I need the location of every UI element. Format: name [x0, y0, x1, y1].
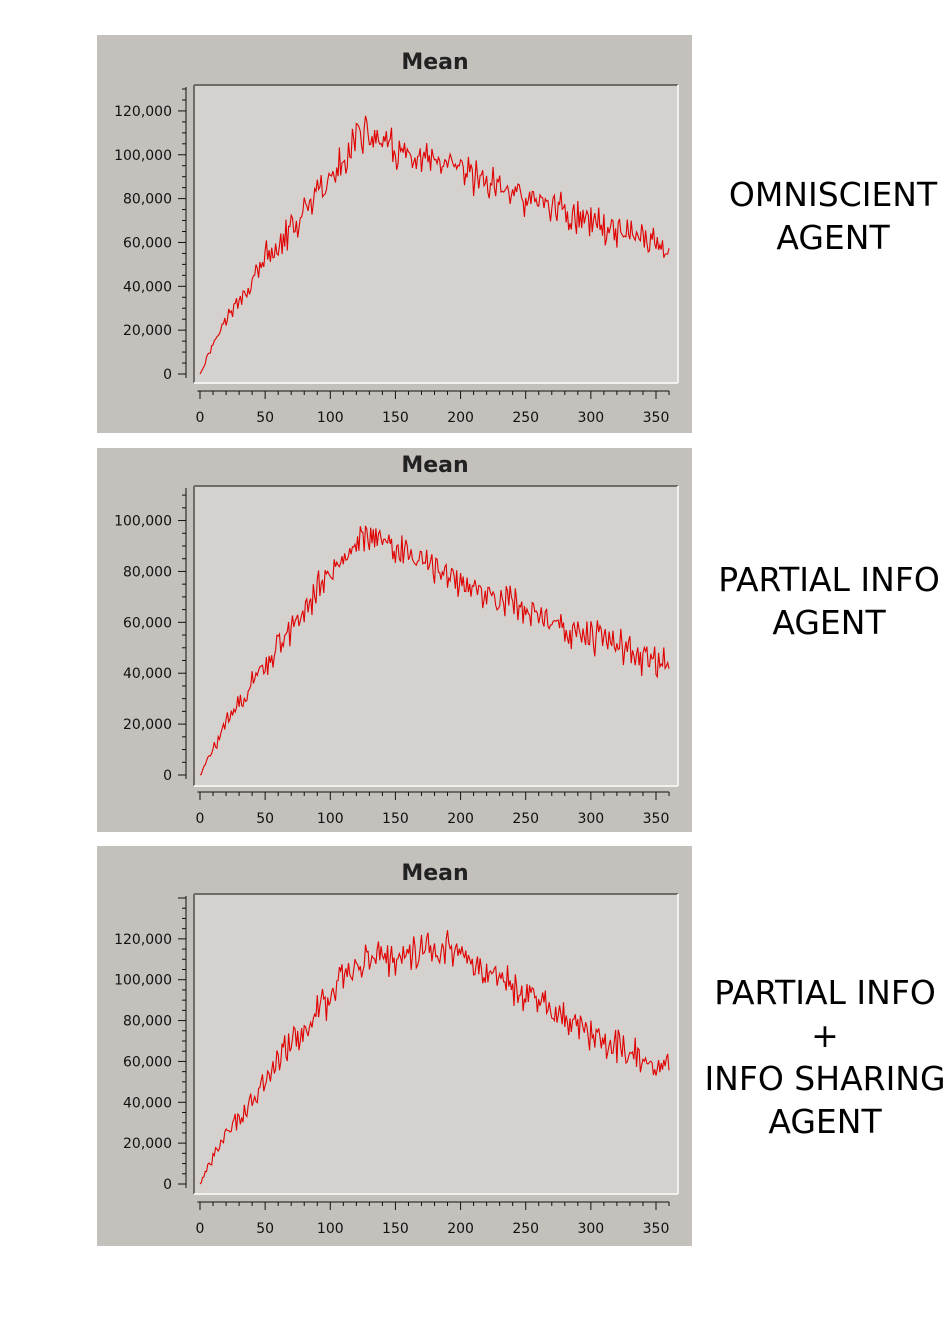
y-tick-label: 0 [163, 768, 172, 784]
chart-panel-3: Mean 0 20,000 40,000 60,000 80,000 100,000 120,… [97, 846, 692, 1246]
y-tick-label: 100,000 [114, 148, 172, 164]
y-tick-label: 80,000 [123, 1014, 172, 1030]
chart-label-1: OMNISCIENT AGENT [708, 173, 950, 259]
y-tick-label: 0 [163, 1177, 172, 1193]
chart-label-2: PARTIAL INFO AGENT [704, 558, 950, 644]
x-tick-label: 350 [643, 1221, 670, 1237]
y-tick-label: 80,000 [123, 564, 172, 580]
x-tick-label: 100 [317, 811, 344, 827]
y-tick-label: 80,000 [123, 192, 172, 208]
series-line [199, 525, 670, 776]
x-tick-label: 200 [447, 811, 474, 827]
chart-label-line: AGENT [772, 603, 886, 642]
y-tick-label: 120,000 [114, 932, 172, 948]
chart-label-line: OMNISCIENT [728, 175, 938, 214]
y-tick-label: 20,000 [123, 717, 172, 733]
plot-area [194, 894, 678, 1194]
plot-area [194, 85, 678, 383]
chart-label-line: PARTIAL INFO [718, 560, 940, 599]
x-tick-label: 100 [317, 410, 344, 426]
chart-panel-2: Mean 0 20,000 40,000 60,000 80,000 100,000 0 50 1… [97, 448, 692, 832]
chart-title: Mean [401, 50, 468, 75]
chart-label-line: PARTIAL INFO [714, 973, 936, 1012]
chart-title: Mean [401, 861, 468, 886]
y-tick-label: 0 [163, 367, 172, 383]
x-tick-label: 50 [256, 1221, 274, 1237]
series-line [199, 930, 670, 1185]
x-tick-label: 150 [382, 1221, 409, 1237]
x-tick-label: 200 [447, 1221, 474, 1237]
chart-label-line: AGENT [768, 1102, 882, 1141]
x-tick-label: 0 [196, 811, 205, 827]
x-tick-label: 350 [643, 410, 670, 426]
chart-svg-2: Mean 0 20,000 40,000 60,000 80,000 100,000 0 50 1… [114, 453, 679, 827]
y-tick-label: 20,000 [123, 323, 172, 339]
y-tick-label: 100,000 [114, 973, 172, 989]
x-tick-label: 300 [577, 1221, 604, 1237]
chart-label-3: PARTIAL INFO + INFO SHARING AGENT [700, 971, 950, 1143]
x-tick-label: 150 [382, 410, 409, 426]
chart-panel-1: Mean 0 20,000 40,000 60,000 80,000 100,000 120,… [97, 35, 692, 433]
series-line [199, 115, 670, 375]
x-tick-label: 300 [577, 811, 604, 827]
x-tick-label: 50 [256, 811, 274, 827]
y-tick-label: 60,000 [123, 615, 172, 631]
y-tick-label: 20,000 [123, 1136, 172, 1152]
y-tick-label: 60,000 [123, 235, 172, 251]
x-tick-label: 200 [447, 410, 474, 426]
chart-svg-3: Mean 0 20,000 40,000 60,000 80,000 100,000 120,… [114, 861, 679, 1237]
chart-label-line: INFO SHARING [704, 1059, 946, 1098]
x-tick-label: 50 [256, 410, 274, 426]
x-tick-label: 0 [196, 410, 205, 426]
x-tick-label: 250 [512, 811, 539, 827]
x-tick-label: 250 [512, 410, 539, 426]
y-tick-label: 120,000 [114, 104, 172, 120]
x-tick-label: 0 [196, 1221, 205, 1237]
y-tick-label: 60,000 [123, 1054, 172, 1070]
x-tick-label: 350 [643, 811, 670, 827]
y-tick-label: 100,000 [114, 514, 172, 530]
x-tick-label: 100 [317, 1221, 344, 1237]
y-tick-label: 40,000 [123, 666, 172, 682]
chart-svg-1: Mean 0 20,000 40,000 60,000 80,000 100,000 120,… [114, 50, 679, 426]
chart-label-line: + [811, 1016, 839, 1055]
x-tick-label: 300 [577, 410, 604, 426]
x-tick-label: 150 [382, 811, 409, 827]
plot-area [194, 486, 678, 786]
y-tick-label: 40,000 [123, 279, 172, 295]
chart-title: Mean [401, 453, 468, 478]
chart-label-line: AGENT [776, 218, 890, 257]
x-tick-label: 250 [512, 1221, 539, 1237]
y-tick-label: 40,000 [123, 1095, 172, 1111]
